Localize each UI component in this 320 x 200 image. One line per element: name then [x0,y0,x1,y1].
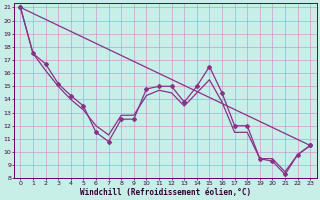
X-axis label: Windchill (Refroidissement éolien,°C): Windchill (Refroidissement éolien,°C) [80,188,251,197]
